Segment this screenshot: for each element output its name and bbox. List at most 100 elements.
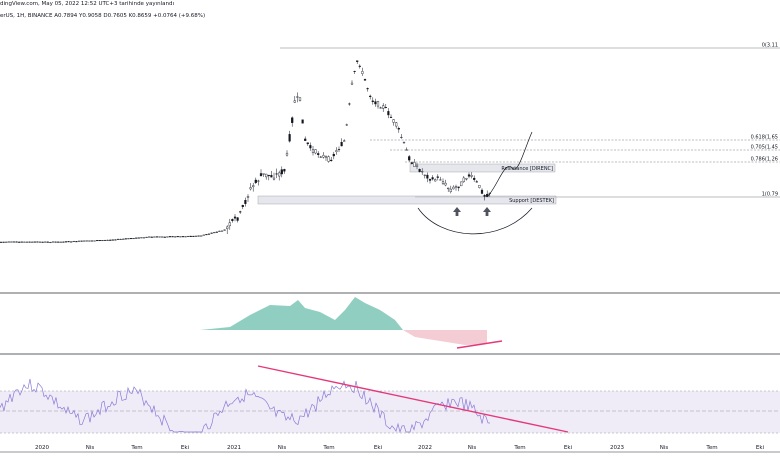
symbol-info: erUS, 1H, BINANCE A0.7894 Y0.9058 D0.760… — [0, 13, 206, 19]
candle-body — [348, 103, 351, 105]
candle-body — [161, 236, 164, 238]
candle-body — [483, 195, 486, 197]
candle-body — [0, 241, 3, 243]
candle-body — [127, 238, 130, 240]
candle-body — [207, 233, 211, 235]
candle-body — [218, 230, 221, 232]
candle-body — [205, 234, 208, 236]
candle-body — [109, 239, 112, 241]
candle-body — [166, 236, 169, 238]
candle-body — [236, 217, 239, 221]
candle-body — [116, 238, 120, 240]
candle-body — [25, 241, 29, 243]
x-tick-label: Eki — [756, 445, 765, 451]
candle-body — [158, 236, 161, 238]
candle-body — [163, 236, 166, 238]
candle-body — [67, 241, 70, 243]
candle-body — [392, 119, 395, 123]
candle-body — [114, 239, 117, 241]
candle-body — [447, 187, 450, 190]
histogram-positive — [0, 297, 403, 330]
support-zone — [257, 195, 557, 205]
candle-body — [444, 182, 447, 186]
candle-body — [280, 169, 283, 175]
candle-body — [262, 173, 265, 175]
candle-body — [210, 232, 213, 234]
candle-body — [421, 171, 424, 173]
candle-body — [129, 238, 133, 240]
candle-body — [181, 236, 185, 238]
resistance-zone — [409, 163, 556, 173]
resistance-zone-label: Resistance [DIRENC] — [501, 166, 553, 172]
candle-body — [345, 124, 348, 126]
candle-body — [226, 226, 229, 229]
candle-body — [103, 239, 107, 241]
candle-body — [296, 96, 299, 98]
candle-body — [353, 70, 356, 72]
candle-body — [252, 185, 255, 188]
candle-body — [358, 65, 361, 67]
fib-level-label: 1(0.79 — [762, 192, 778, 198]
candle-body — [449, 188, 452, 192]
candle-body — [75, 241, 78, 243]
candle-body — [350, 82, 354, 85]
candle-body — [413, 162, 416, 167]
candle-body — [457, 186, 460, 189]
candle-body — [452, 186, 455, 190]
candle-body — [324, 156, 328, 158]
candle-body — [382, 105, 385, 109]
x-tick-label: 2022 — [418, 445, 432, 451]
x-tick-label: 2021 — [227, 445, 241, 451]
candle-body — [379, 107, 382, 109]
candle-body — [434, 179, 437, 182]
histogram-negative — [403, 330, 487, 345]
candle-body — [5, 241, 8, 243]
candle-body — [51, 241, 55, 243]
candle-body — [285, 152, 289, 156]
candle-body — [332, 153, 335, 157]
up-arrow-icon — [483, 207, 491, 216]
candle-body — [410, 162, 413, 164]
rising-trendline — [456, 340, 503, 349]
candle-body — [257, 180, 260, 182]
candle-body — [28, 241, 31, 243]
candle-body — [15, 241, 18, 243]
candle-body — [244, 199, 247, 204]
candle-body — [293, 100, 296, 103]
candle-body — [98, 240, 101, 242]
candle-body — [122, 238, 125, 240]
candle-body — [145, 236, 148, 238]
candle-body — [215, 231, 218, 233]
candle-body — [44, 241, 47, 243]
x-tick-label: Nis — [660, 445, 669, 451]
candle-body — [124, 238, 127, 240]
candle-body — [470, 175, 473, 177]
candle-body — [356, 60, 359, 62]
fib-level-label: 0.705(1.45 — [751, 145, 778, 151]
candle-body — [439, 179, 442, 181]
candle-body — [415, 164, 419, 167]
candle-body — [137, 237, 140, 239]
candle-body — [462, 177, 465, 182]
candle-body — [7, 241, 10, 243]
candle-body — [93, 240, 96, 242]
candle-body — [80, 240, 83, 242]
candle-body — [275, 173, 278, 175]
candle-body — [220, 230, 224, 232]
x-tick-label: 2020 — [35, 445, 49, 451]
candle-body — [132, 238, 135, 240]
candle-body — [363, 78, 367, 81]
candle-body — [254, 179, 257, 183]
candle-body — [304, 138, 307, 141]
candle-body — [259, 173, 263, 177]
candle-body — [436, 176, 439, 178]
candle-body — [374, 101, 377, 105]
candle-body — [62, 241, 65, 243]
candle-body — [270, 175, 273, 178]
candle-body — [142, 237, 146, 239]
candle-body — [337, 149, 341, 151]
candle-body — [428, 179, 432, 181]
x-tick-label: Tem — [513, 445, 525, 451]
candle-body — [106, 239, 109, 241]
